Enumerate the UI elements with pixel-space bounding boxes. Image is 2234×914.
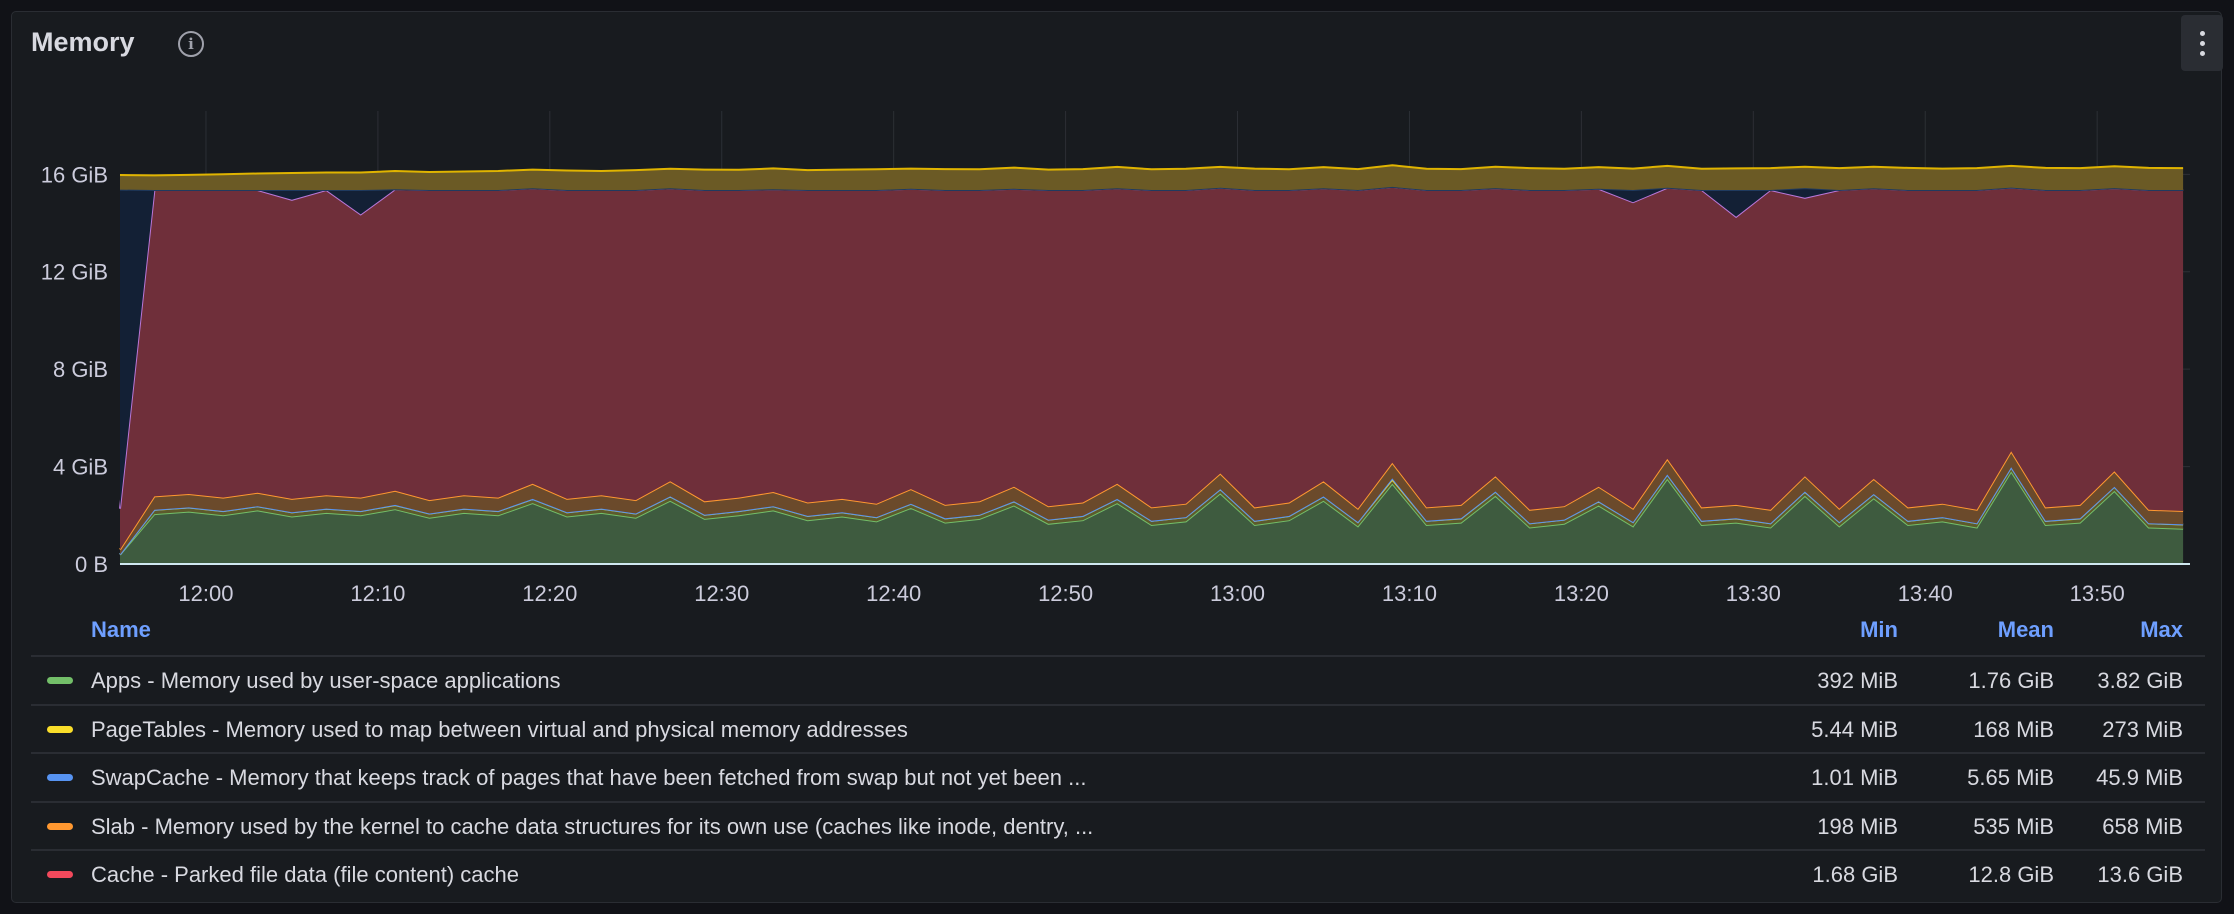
series-color-swatch (47, 726, 73, 733)
x-tick-label: 13:50 (2070, 581, 2125, 606)
legend-series-name[interactable]: Slab - Memory used by the kernel to cach… (91, 814, 1094, 839)
x-tick-label: 12:20 (522, 581, 577, 606)
legend-row-divider (31, 849, 2205, 851)
legend-row-divider (31, 655, 2205, 657)
legend-row[interactable]: SwapCache - Memory that keeps track of p… (31, 754, 2205, 800)
legend-row[interactable]: Cache - Parked file data (file content) … (31, 851, 2205, 897)
legend-header-mean[interactable]: Mean (1997, 617, 2054, 642)
series-color-swatch (47, 677, 73, 684)
kebab-menu-icon (2200, 31, 2205, 36)
legend-row[interactable]: Slab - Memory used by the kernel to cach… (31, 803, 2205, 849)
y-tick-label: 8 GiB (53, 357, 108, 382)
legend-min-value: 5.44 MiB (1811, 717, 1898, 742)
legend-min-value: 198 MiB (1817, 814, 1898, 839)
legend-max-value: 273 MiB (2102, 717, 2183, 742)
x-tick-label: 12:00 (178, 581, 233, 606)
x-tick-label: 12:10 (350, 581, 405, 606)
kebab-menu-icon (2200, 41, 2205, 46)
series-top-band-line (119, 164, 2184, 177)
legend-series-name[interactable]: SwapCache - Memory that keeps track of p… (91, 765, 1087, 790)
legend-row[interactable]: PageTables - Memory used to map between … (31, 706, 2205, 752)
legend-header-max[interactable]: Max (2140, 617, 2183, 642)
x-tick-label: 12:50 (1038, 581, 1093, 606)
x-tick-label: 13:10 (1382, 581, 1437, 606)
legend-row-divider (31, 752, 2205, 754)
legend-series-name[interactable]: Cache - Parked file data (file content) … (91, 862, 520, 887)
kebab-menu-icon (2200, 51, 2205, 56)
memory-chart: 0 B 4 GiB 8 GiB 12 GiB 16 GiB 12:00 12:10 12:20… (41, 111, 2190, 606)
y-tick-label: 12 GiB (41, 260, 108, 285)
series-color-swatch (47, 823, 73, 830)
legend-row-divider (31, 801, 2205, 803)
y-tick-label: 4 GiB (53, 455, 108, 480)
legend-row[interactable]: Apps - Memory used by user-space applica… (31, 657, 2205, 703)
legend-max-value: 658 MiB (2102, 814, 2183, 839)
series-apps-area (120, 471, 2184, 564)
legend-mean-value: 12.8 GiB (1968, 862, 2054, 887)
y-tick-label: 0 B (75, 552, 108, 577)
legend-series-name[interactable]: Apps - Memory used by user-space applica… (91, 668, 561, 693)
panel-menu-button[interactable] (2181, 15, 2223, 71)
legend-mean-value: 5.65 MiB (1967, 765, 2054, 790)
x-tick-label: 13:20 (1554, 581, 1609, 606)
x-tick-label: 12:40 (866, 581, 921, 606)
legend-series-name[interactable]: PageTables - Memory used to map between … (91, 717, 908, 742)
x-tick-label: 12:30 (694, 581, 749, 606)
legend-max-value: 45.9 MiB (2096, 765, 2183, 790)
legend-mean-value: 1.76 GiB (1968, 668, 2054, 693)
info-circle-icon[interactable]: i (178, 31, 204, 57)
legend-mean-value: 535 MiB (1973, 814, 2054, 839)
legend-min-value: 1.01 MiB (1811, 765, 1898, 790)
legend-mean-value: 168 MiB (1973, 717, 2054, 742)
series-cache-area (120, 186, 2184, 550)
series-color-swatch (47, 774, 73, 781)
series-top-band-area (120, 165, 2184, 190)
series-color-swatch (47, 871, 73, 878)
legend-row-divider (31, 704, 2205, 706)
legend-header-name[interactable]: Name (91, 617, 151, 642)
legend-max-value: 13.6 GiB (2097, 862, 2183, 887)
x-tick-label: 13:40 (1898, 581, 1953, 606)
x-tick-label: 13:30 (1726, 581, 1781, 606)
y-tick-label: 16 GiB (41, 162, 108, 187)
legend-min-value: 392 MiB (1817, 668, 1898, 693)
legend-min-value: 1.68 GiB (1812, 862, 1898, 887)
legend-max-value: 3.82 GiB (2097, 668, 2183, 693)
panel-title: Memory (31, 27, 135, 57)
legend-header-min[interactable]: Min (1860, 617, 1898, 642)
x-tick-label: 13:00 (1210, 581, 1265, 606)
